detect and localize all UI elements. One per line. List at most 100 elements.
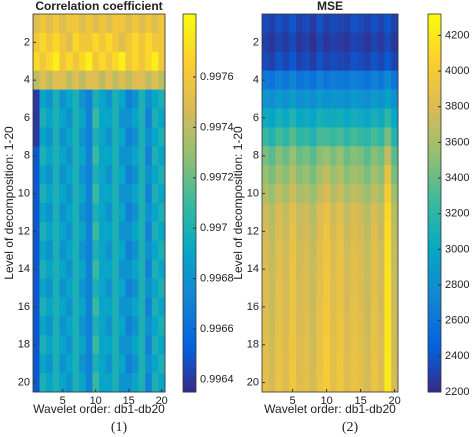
cell	[370, 108, 378, 128]
cell	[39, 354, 47, 374]
cell	[377, 51, 385, 71]
cell	[377, 373, 385, 393]
colorbar-step	[428, 70, 441, 75]
cell	[46, 240, 54, 260]
colorbar-step	[183, 54, 196, 59]
cell	[370, 165, 378, 185]
cell	[46, 184, 54, 204]
cell	[112, 354, 120, 374]
cell	[370, 51, 378, 71]
cell	[302, 297, 310, 317]
cell	[296, 51, 304, 71]
cell	[132, 32, 139, 53]
colorbar-step	[428, 199, 441, 204]
cell	[151, 316, 159, 336]
colorbar-step	[183, 61, 196, 65]
cell	[350, 184, 358, 204]
y-tick-label: 12	[18, 225, 30, 237]
x-axis-label: Wavelet order: db1-db20	[264, 402, 396, 416]
colorbar-tick-label: 0.9976	[200, 71, 234, 83]
x-tick-label: 20	[156, 395, 168, 407]
cell	[262, 316, 270, 336]
colorbar-step	[428, 155, 441, 160]
cell	[112, 240, 120, 260]
cell	[118, 89, 126, 109]
cell	[99, 70, 106, 90]
cell	[282, 240, 290, 260]
cell	[296, 146, 304, 166]
cell	[85, 51, 93, 71]
cell	[302, 278, 310, 298]
cell	[302, 14, 310, 34]
colorbar-step	[428, 149, 441, 154]
cell	[118, 203, 126, 223]
cell	[330, 165, 338, 185]
cell	[296, 240, 304, 260]
cell	[282, 335, 290, 355]
cell	[262, 184, 270, 204]
colorbar-step	[428, 29, 441, 34]
cell	[391, 70, 399, 90]
axes-frame	[32, 13, 166, 393]
cell	[275, 127, 283, 147]
cell	[370, 335, 378, 355]
cell	[391, 335, 399, 355]
cell	[39, 127, 47, 147]
cell	[330, 184, 338, 204]
colorbar-step	[183, 284, 196, 289]
colorbar-step	[183, 136, 196, 141]
cell	[364, 127, 372, 147]
cell	[99, 127, 106, 147]
cell	[112, 146, 120, 166]
colorbar-step	[183, 67, 196, 72]
colorbar-step	[183, 228, 196, 232]
cell	[72, 89, 80, 109]
cell	[118, 127, 126, 147]
cell	[145, 335, 153, 355]
cell	[138, 297, 146, 317]
cell	[282, 14, 290, 34]
colorbar-step	[183, 360, 196, 365]
cell	[72, 203, 80, 223]
y-tick-label: 10	[18, 187, 30, 199]
cell	[357, 278, 365, 298]
cell	[336, 240, 344, 260]
cell	[72, 221, 80, 242]
cell	[391, 297, 399, 317]
cell	[52, 146, 60, 166]
cell	[377, 240, 385, 260]
colorbar-step	[428, 310, 441, 314]
cell	[296, 89, 304, 109]
cell	[275, 278, 283, 298]
cell	[33, 373, 40, 393]
colorbar-step	[183, 310, 196, 314]
colorbar-step	[428, 196, 441, 201]
cell	[343, 184, 351, 204]
colorbar-step	[428, 64, 441, 69]
cell	[330, 297, 338, 317]
cell	[377, 127, 385, 147]
colorbar-step	[183, 275, 196, 280]
cell	[350, 165, 358, 185]
cell	[33, 240, 40, 260]
cell	[158, 51, 166, 71]
colorbar-step	[183, 294, 196, 298]
colorbar-step	[428, 373, 441, 377]
colorbar-step	[428, 369, 441, 374]
cell	[158, 259, 166, 279]
cell	[370, 184, 378, 204]
colorbar-step	[428, 51, 441, 56]
cell	[112, 316, 120, 336]
cell	[59, 297, 67, 317]
colorbar-step	[428, 344, 441, 349]
cell	[323, 373, 331, 393]
cell	[309, 32, 317, 53]
cell	[33, 108, 40, 128]
colorbar-step	[428, 67, 441, 72]
cell	[158, 32, 166, 53]
cell	[99, 221, 106, 242]
colorbar-step	[428, 243, 441, 248]
cell	[145, 89, 153, 109]
cell	[364, 316, 372, 336]
cell	[145, 165, 153, 185]
